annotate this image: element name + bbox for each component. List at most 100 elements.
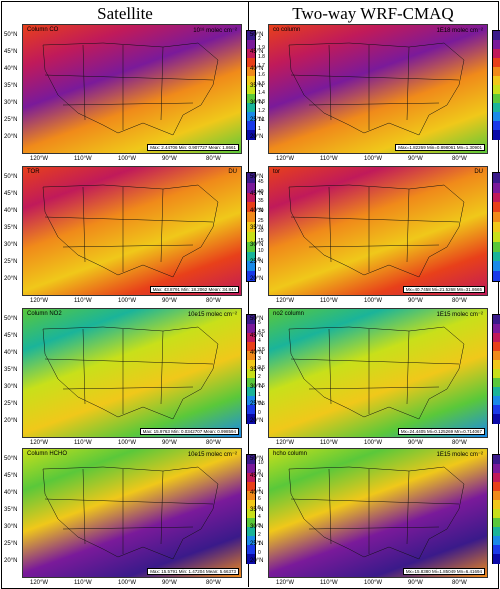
colorbar-bin [493,351,500,361]
colorbar-bin [247,130,255,140]
lat-label: 30°N [250,384,264,390]
colorbar-tick-label: 3 [258,523,261,529]
map-right-1: co column 1E18 molec cm⁻² Max=1.82269 Min=… [268,24,488,154]
colorbar-bin [493,396,500,406]
lon-label: 110°W [74,156,92,162]
colorbar-bin [493,241,500,253]
lon-label: 100°W [364,298,383,304]
lat-label: 45°N [4,333,18,339]
colorbar-tick-label: 10 [258,247,264,254]
colorbar-tick-label: 7 [258,487,261,493]
lon-label: 100°W [364,440,383,446]
map-outline [288,184,465,278]
lat-label: 20°N [250,418,264,424]
panel-units: 1E15 molec cm⁻² [436,312,483,318]
lat-label: 35°N [250,367,264,373]
panel-title: TOR [27,169,40,175]
lon-label: 90°W [162,580,177,586]
panel-units: 10¹⁸ molec cm⁻² [193,28,237,34]
lat-label: 50°N [4,316,18,322]
map-outline [288,42,465,136]
colorbar [246,30,256,140]
colorbar-bin [247,202,255,213]
colorbar [246,172,256,282]
lat-label: 45°N [250,191,264,197]
lat-label: 20°N [4,134,18,140]
colorbar-bin [247,455,255,465]
lat-label: 30°N [4,524,18,530]
colorbar-tick-label: 1 [258,541,261,547]
lat-label: 40°N [250,350,264,356]
colorbar-bin [247,473,255,483]
lon-label: 80°W [452,298,467,304]
colorbar-bin [493,464,500,474]
lat-label: 20°N [4,558,18,564]
colorbar-bin [493,491,500,501]
lat-label: 30°N [4,100,18,106]
lon-label: 100°W [118,156,137,162]
lat-label: 35°N [4,507,18,513]
colorbar [246,314,256,424]
colorbar-bin [247,500,255,510]
colorbar-bin [493,222,500,233]
colorbar-bin [493,333,500,343]
satellite-header: Satellite [97,4,153,23]
colorbar-tick-label: 0 [258,267,261,274]
map-left-1: Column CO 10¹⁸ molec cm⁻² Max: 2.44706 Min… [22,24,242,154]
colorbar-bin [247,351,255,361]
colorbar-tick-label: 1.2 [258,108,265,114]
colorbar-bin [247,192,255,203]
colorbar-bin [493,103,500,113]
lon-label: 80°W [452,156,467,162]
map-right-4: hcho column 1E15 molec cm⁻² Mx=15.8380 Mi=… [268,448,488,578]
colorbar-bin [247,405,255,415]
lon-label: 120°W [276,298,295,304]
colorbar-bin [247,527,255,537]
lat-label: 50°N [4,32,18,38]
panel-stats: Max: 15.9763 Min: 0.0342707 Mean: 0.9985… [139,428,239,435]
panel-title: Column CO [27,27,59,33]
colorbar-tick-label: 0.5 [258,401,265,407]
lat-label: 20°N [250,134,264,140]
colorbar-bin [493,192,500,203]
colorbar-tick-label: 5 [258,505,261,511]
colorbar-bin [493,40,500,50]
colorbar-tick-label: 25 [258,218,264,225]
colorbar-tick-label: 1.8 [258,54,265,60]
colorbar-tick-label: 30 [258,208,264,215]
colorbar-bin [493,231,500,243]
panel-title: co column [273,27,301,33]
lon-label: 110°W [74,298,92,304]
lat-label: 45°N [250,473,264,479]
colorbar-bin [493,473,500,483]
lon-label: 80°W [206,440,221,446]
map-outline [288,326,465,420]
colorbar-tick-label: 40 [258,188,264,195]
colorbar-tick-label: 3.5 [258,347,265,353]
colorbar-tick-label: 1.1 [258,117,265,123]
colorbar-bin [247,536,255,546]
colorbar-bin [493,414,500,424]
colorbar [492,30,500,140]
colorbar-bin [493,482,500,492]
colorbar-bin [493,130,500,140]
colorbar-bin [493,94,500,104]
colorbar-tick-label: 2 [258,36,261,42]
colorbar-bin [247,112,255,122]
lat-label: 20°N [4,418,18,424]
lat-label: 35°N [4,367,18,373]
colorbar-bin [247,58,255,68]
colorbar-tick-label: 45 [258,178,264,185]
colorbar-bin [493,76,500,86]
colorbar-bin [493,58,500,68]
colorbar-bin [247,241,255,253]
map-left-3: Column NO2 10e15 molec cm⁻² Max: 15.9763 M… [22,308,242,438]
lon-label: 120°W [30,298,49,304]
colorbar-tick-label: 9 [258,469,261,475]
lon-label: 90°W [408,298,423,304]
colorbar-bin [247,378,255,388]
lon-label: 120°W [276,156,295,162]
lon-label: 90°W [162,440,177,446]
colorbar-bin [247,369,255,379]
colorbar-bin [493,518,500,528]
